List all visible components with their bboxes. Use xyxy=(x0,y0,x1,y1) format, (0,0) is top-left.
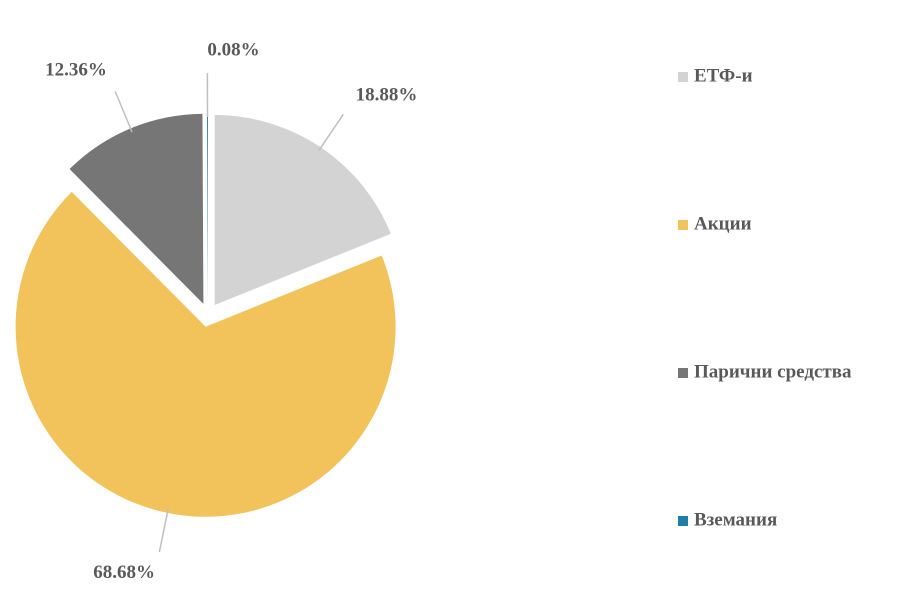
data-label: 18.88% xyxy=(356,84,418,105)
legend-swatch xyxy=(678,368,688,378)
legend-swatch xyxy=(678,72,688,82)
leader-line xyxy=(158,508,169,553)
legend-label: ЕТФ-и xyxy=(694,65,753,86)
pie-slice xyxy=(214,115,391,306)
pie-slice xyxy=(69,113,204,304)
legend-label: Акции xyxy=(694,213,752,234)
pie-slice xyxy=(207,113,208,304)
data-label: 68.68% xyxy=(93,562,155,583)
leader-line xyxy=(318,113,344,152)
pie-slice xyxy=(15,191,396,517)
leader-line xyxy=(114,91,133,133)
legend-label: Парични средства xyxy=(694,361,852,382)
legend-swatch xyxy=(678,516,688,526)
legend-swatch xyxy=(678,220,688,230)
data-label: 0.08% xyxy=(207,39,259,60)
data-label: 12.36% xyxy=(45,60,107,81)
legend-label: Вземания xyxy=(694,509,777,530)
